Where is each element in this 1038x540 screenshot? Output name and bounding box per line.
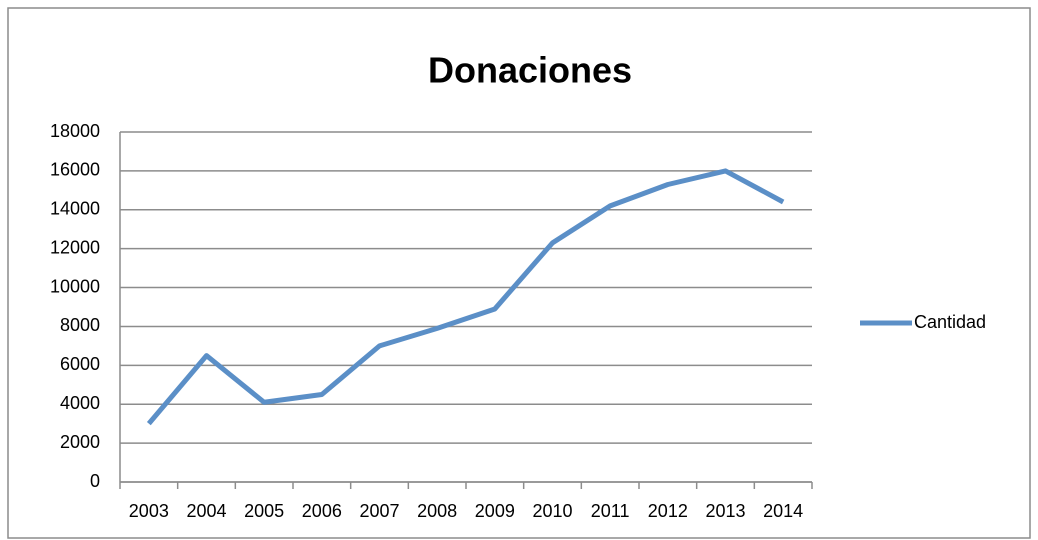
- y-tick-label: 6000: [60, 354, 100, 374]
- x-tick-label: 2007: [359, 501, 399, 521]
- y-tick-label: 14000: [50, 199, 100, 219]
- x-tick-label: 2006: [302, 501, 342, 521]
- legend-label: Cantidad: [914, 312, 986, 332]
- x-tick-label: 2012: [648, 501, 688, 521]
- x-tick-label: 2009: [475, 501, 515, 521]
- x-tick-label: 2010: [532, 501, 572, 521]
- x-tick-label: 2011: [591, 501, 630, 521]
- y-tick-label: 18000: [50, 121, 100, 141]
- data-line: [146, 168, 785, 426]
- y-tick-label: 8000: [60, 315, 100, 335]
- x-tick-label: 2008: [417, 501, 457, 521]
- x-tick-label: 2004: [186, 501, 226, 521]
- y-tick-label: 0: [90, 471, 100, 491]
- x-tick-label: 2013: [705, 501, 745, 521]
- chart-title: Donaciones: [428, 50, 632, 91]
- y-tick-label: 2000: [60, 432, 100, 452]
- y-tick-label: 12000: [50, 237, 100, 257]
- x-tick-label: 2003: [129, 501, 169, 521]
- x-tick-label: 2014: [763, 501, 803, 521]
- x-tick-label: 2005: [244, 501, 284, 521]
- chart-frame: [7, 7, 1031, 539]
- y-tick-label: 16000: [50, 160, 100, 180]
- y-tick-label: 4000: [60, 393, 100, 413]
- y-tick-label: 10000: [50, 276, 100, 296]
